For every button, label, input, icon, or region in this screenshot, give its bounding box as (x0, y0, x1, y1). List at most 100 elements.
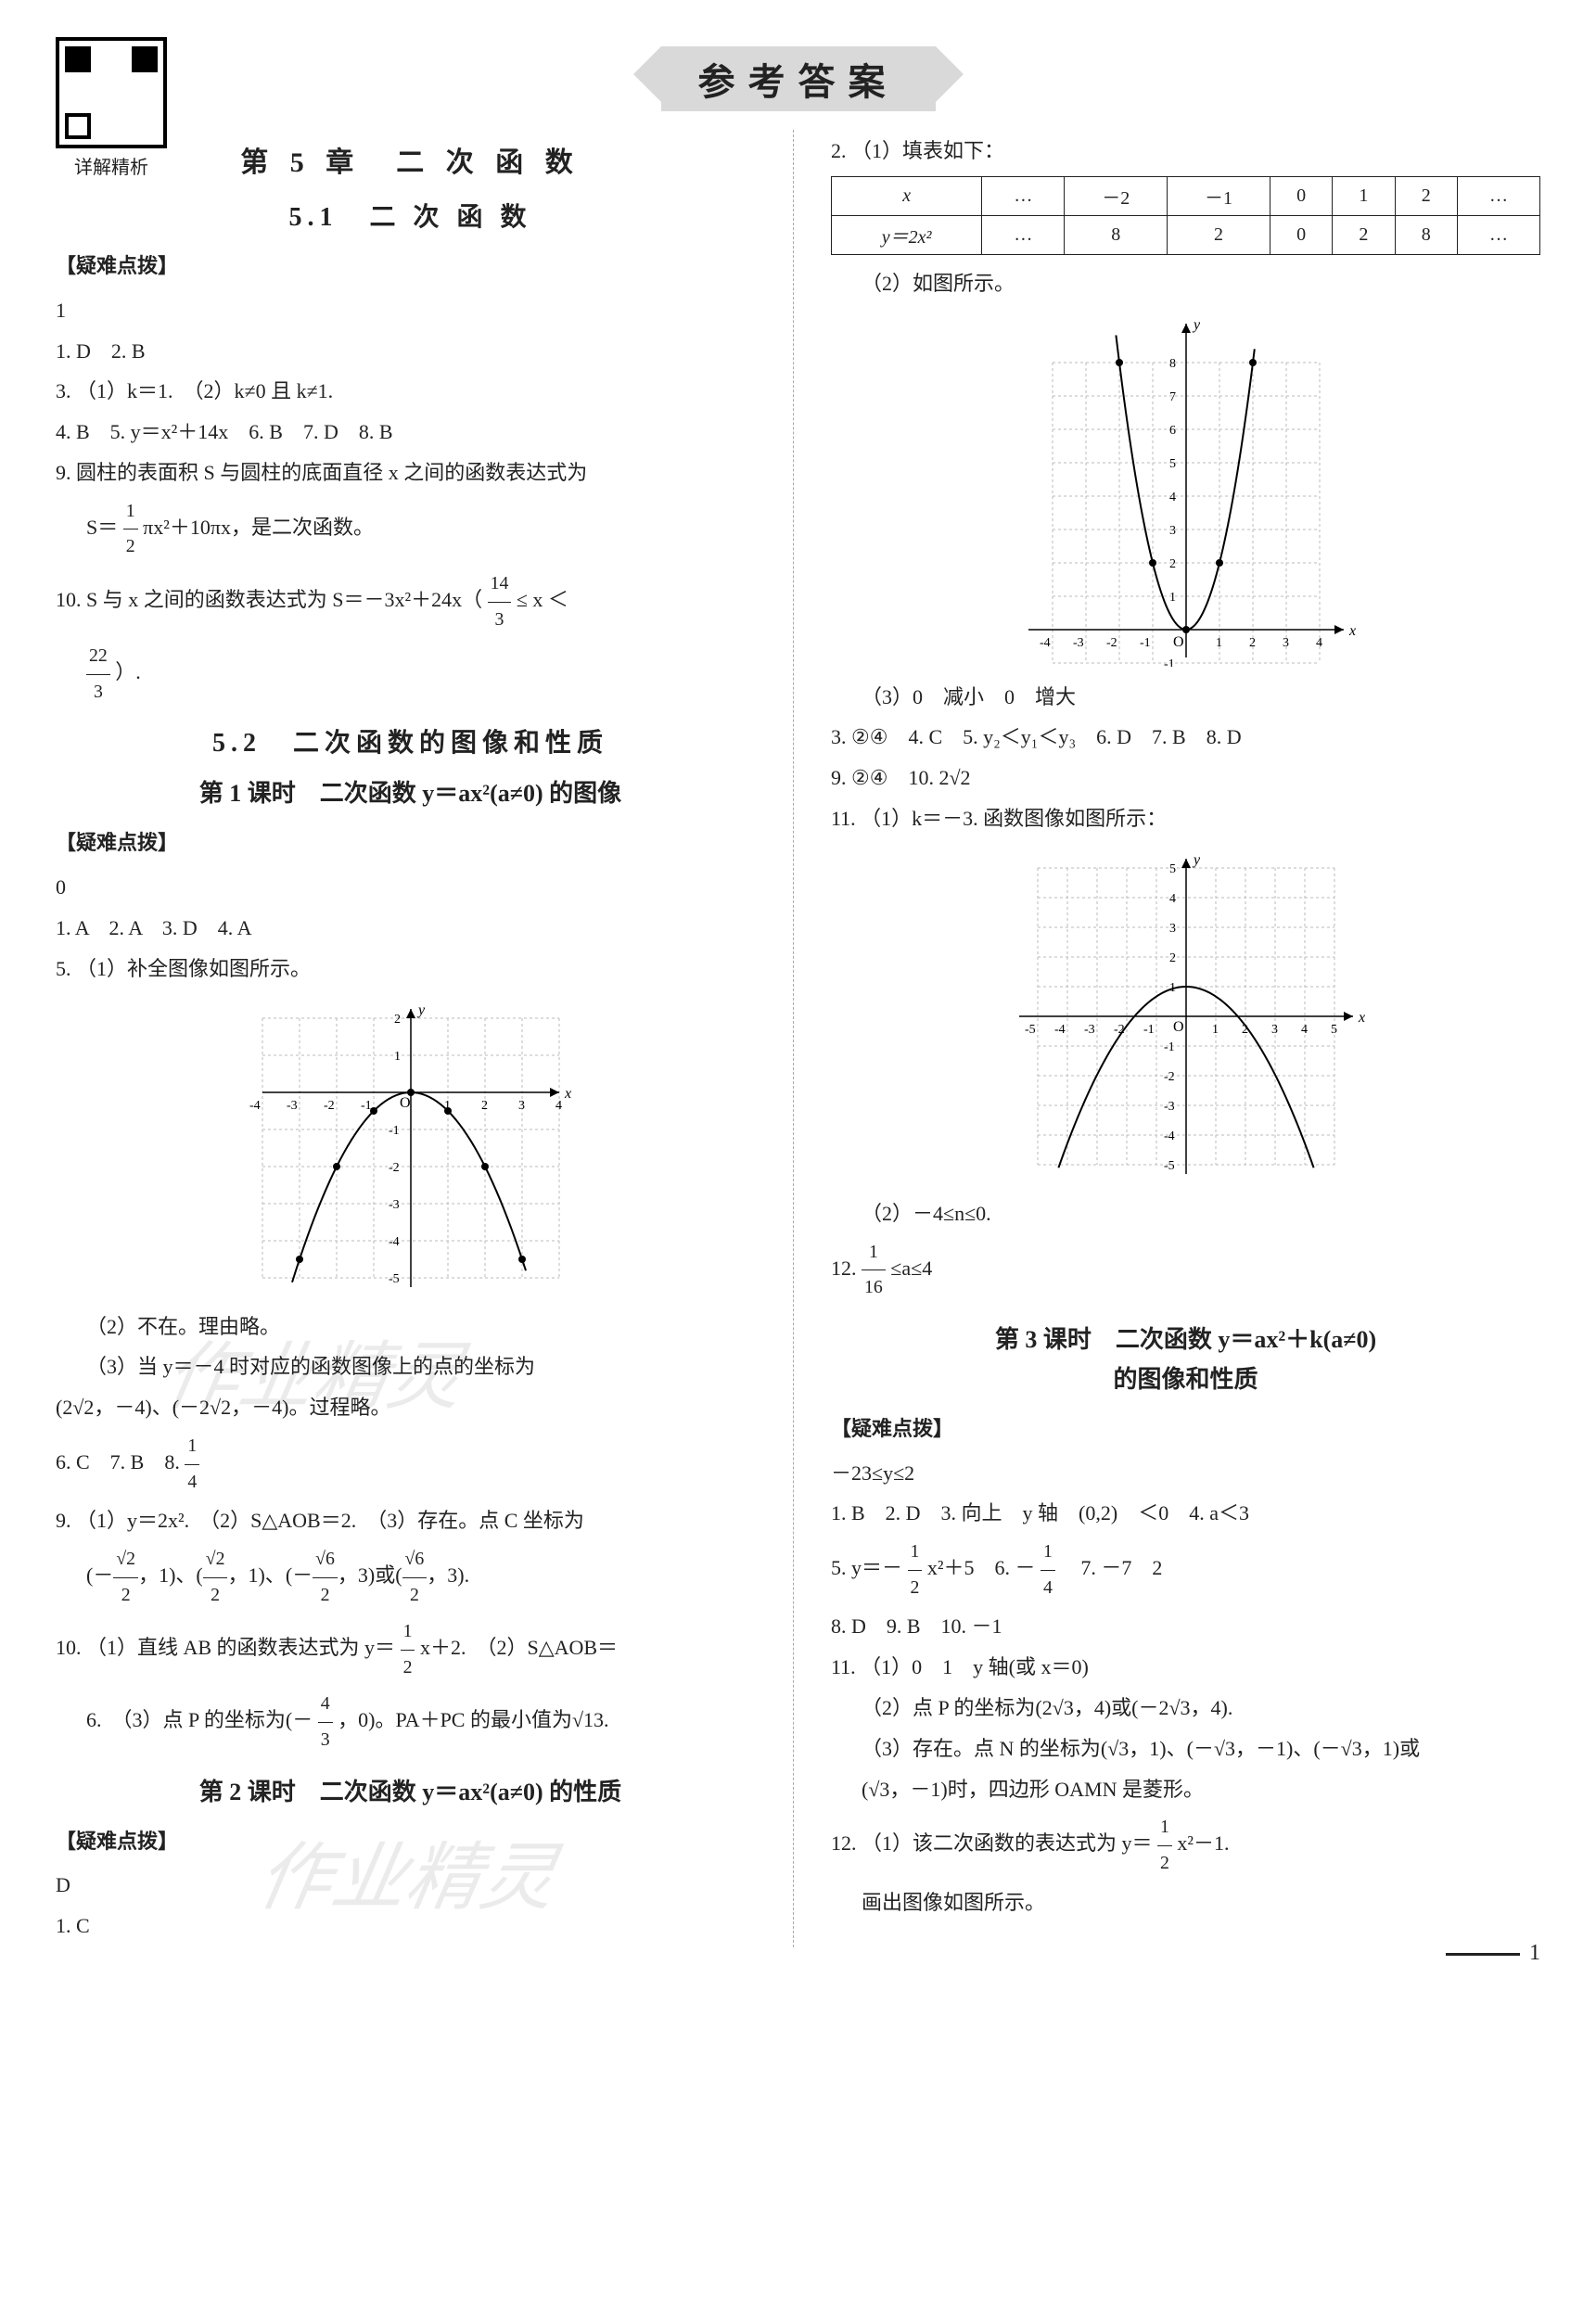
svg-text:-2: -2 (1114, 1023, 1125, 1037)
svg-text:2: 2 (1169, 951, 1176, 965)
ans-line: 11. （1）0 1 y 轴(或 x＝0) (831, 1648, 1540, 1687)
ans-line: 9. （1）y＝2x². （2）S△AOB＝2. （3）存在。点 C 坐标为 (56, 1501, 765, 1540)
ans-line: 11. （1）k＝－3. 函数图像如图所示： (831, 799, 1540, 838)
text: ）. (115, 660, 141, 683)
hint-label: 【疑难点拨】 (56, 247, 765, 286)
svg-text:-4: -4 (1164, 1129, 1175, 1143)
ans-line: （2）不在。理由略。 (56, 1308, 765, 1346)
ans-line: 1. C (56, 1907, 765, 1946)
svg-text:-5: -5 (1164, 1159, 1175, 1173)
svg-text:x: x (564, 1086, 571, 1102)
svg-text:-1: -1 (1164, 657, 1175, 667)
ans-line: （3）当 y＝－4 时对应的函数图像上的点的坐标为 (56, 1347, 765, 1386)
svg-text:2: 2 (1169, 557, 1176, 571)
ans-line: 6. （3）点 P 的坐标为(－ 43 ，0)。PA＋PC 的最小值为√13. (56, 1687, 765, 1757)
text: x²＋5 6. － (927, 1556, 1036, 1579)
figure-parabola-3: x y O -5-4-3-2-112345-5-4-3-2-112345 (831, 849, 1540, 1183)
ans-line: (－√22，1)、(√22，1)、(－√62，3)或(√62，3). (56, 1542, 765, 1613)
hint-text: 1 (56, 291, 765, 330)
fraction: 223 (86, 639, 110, 709)
svg-text:-5: -5 (389, 1272, 400, 1286)
svg-text:-4: -4 (1054, 1023, 1066, 1037)
ans-line: （2）如图所示。 (831, 264, 1540, 303)
svg-text:-3: -3 (1164, 1100, 1175, 1114)
svg-text:-4: -4 (249, 1099, 261, 1113)
section-52-title: 5.2 二次函数的图像和性质 (56, 722, 765, 759)
hint-label: 【疑难点拨】 (831, 1410, 1540, 1448)
svg-text:y: y (416, 1002, 426, 1018)
fraction: 116 (862, 1235, 886, 1306)
svg-text:4: 4 (1316, 636, 1322, 650)
ans-line: 1. B 2. D 3. 向上 y 轴 (0,2) ＜0 4. a＜3 (831, 1494, 1540, 1533)
svg-text:-5: -5 (1025, 1023, 1036, 1037)
svg-text:1: 1 (444, 1099, 451, 1113)
ans-line: 10. （1）直线 AB 的函数表达式为 y＝ 12 x＋2. （2）S△AOB… (56, 1614, 765, 1685)
qr-label: 详解精析 (56, 152, 167, 179)
svg-text:-2: -2 (1164, 1070, 1175, 1084)
left-column: 第 5 章 二 次 函 数 5.1 二 次 函 数 【疑难点拨】 1 1. D … (56, 130, 794, 1947)
data-table: x…－2－1012… y＝2x²…82028… (831, 176, 1540, 255)
ans-line: 3. （1）k＝1. （2）k≠0 且 k≠1. (56, 372, 765, 411)
svg-text:y: y (1192, 317, 1201, 333)
text: ，0)。PA＋PC 的最小值为√13. (338, 1709, 608, 1732)
qr-block: 详解精析 (56, 37, 167, 179)
text: S＝ (86, 516, 118, 539)
ans-line: 9. ②④ 10. 2√2 (831, 759, 1540, 797)
hint-label: 【疑难点拨】 (56, 823, 765, 862)
svg-text:O: O (1173, 634, 1184, 650)
svg-text:3: 3 (1283, 636, 1289, 650)
text: 6. C 7. B 8. (56, 1450, 185, 1474)
svg-text:-2: -2 (1106, 636, 1117, 650)
ans-line: (2√2，－4)、(－2√2，－4)。过程略。 (56, 1388, 765, 1427)
ans-line: 223 ）. (56, 639, 765, 709)
svg-text:2: 2 (1242, 1023, 1248, 1037)
ans-line: 8. D 9. B 10. －1 (831, 1607, 1540, 1646)
fraction: 143 (488, 567, 512, 637)
svg-text:-3: -3 (389, 1198, 400, 1212)
svg-text:3: 3 (1169, 922, 1176, 936)
hint-text: D (56, 1866, 765, 1905)
svg-text:-1: -1 (389, 1124, 400, 1138)
ans-line: 1. D 2. B (56, 332, 765, 371)
ans-line: 4. B 5. y＝x²＋14x 6. B 7. D 8. B (56, 413, 765, 452)
ans-line: （3）0 减小 0 增大 (831, 678, 1540, 717)
ans-line: 12. （1）该二次函数的表达式为 y＝ 12 x²－1. (831, 1810, 1540, 1881)
page-title: 参考答案 (661, 46, 936, 111)
text: 5. y＝－ (831, 1556, 902, 1579)
text: 10. S 与 x 之间的函数表达式为 S＝－3x²＋24x（ (56, 588, 482, 611)
fraction: 12 (123, 494, 138, 565)
fraction: 12 (401, 1614, 415, 1685)
text: πx²＋10πx，是二次函数。 (143, 516, 374, 539)
hint-text: 0 (56, 868, 765, 907)
svg-text:-4: -4 (1040, 636, 1051, 650)
svg-text:-3: -3 (1073, 636, 1084, 650)
ans-line: 1. A 2. A 3. D 4. A (56, 909, 765, 948)
svg-text:5: 5 (1169, 862, 1176, 876)
lesson-3-title-b: 的图像和性质 (831, 1360, 1540, 1395)
ans-line: （2）点 P 的坐标为(2√3，4)或(－2√3，4). (831, 1689, 1540, 1728)
svg-text:8: 8 (1169, 357, 1176, 371)
svg-text:-1: -1 (361, 1099, 372, 1113)
svg-text:5: 5 (1169, 457, 1176, 471)
ans-line: 6. C 7. B 8. 14 (56, 1429, 765, 1499)
svg-text:-1: -1 (1164, 1040, 1175, 1054)
hint-label: 【疑难点拨】 (56, 1822, 765, 1861)
text: 12. （1）该二次函数的表达式为 y＝ (831, 1832, 1153, 1856)
fraction: 43 (318, 1687, 333, 1757)
svg-text:O: O (1173, 1019, 1184, 1035)
ans-line: 5. y＝－ 12 x²＋5 6. － 14 7. －7 2 (831, 1535, 1540, 1605)
qr-code (56, 37, 167, 148)
figure-parabola-2: x y O -4-3-2-11234-112345678 (831, 314, 1540, 667)
hint-text: －23≤y≤2 (831, 1454, 1540, 1493)
ans-line: S＝ 12 πx²＋10πx，是二次函数。 (56, 494, 765, 565)
svg-text:1: 1 (1169, 591, 1176, 605)
svg-text:1: 1 (1212, 1023, 1219, 1037)
svg-text:3: 3 (518, 1099, 525, 1113)
svg-text:3: 3 (1271, 1023, 1278, 1037)
svg-text:6: 6 (1169, 424, 1176, 438)
fraction: 12 (908, 1535, 923, 1605)
text: ≤a≤4 (890, 1257, 932, 1280)
lesson-3-title-a: 第 3 课时 二次函数 y＝ax²＋k(a≠0) (831, 1320, 1540, 1355)
svg-text:2: 2 (1249, 636, 1256, 650)
svg-text:-4: -4 (389, 1235, 400, 1249)
